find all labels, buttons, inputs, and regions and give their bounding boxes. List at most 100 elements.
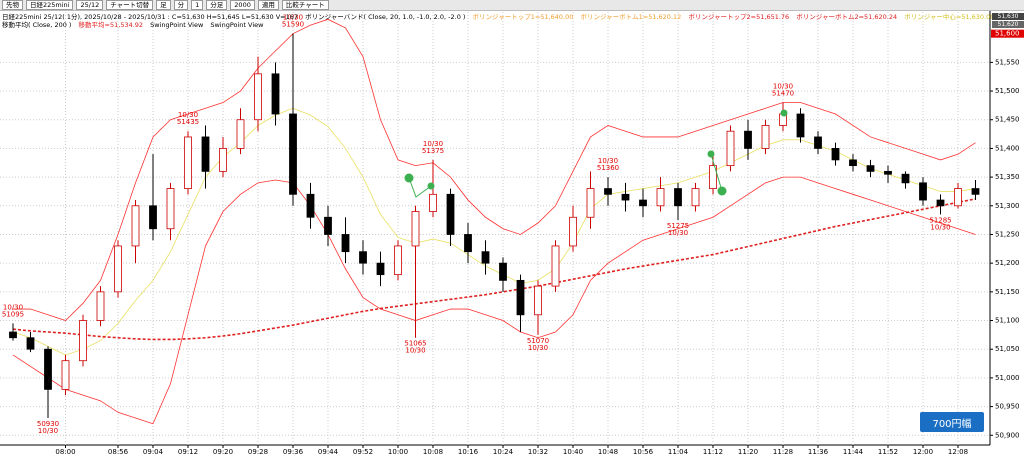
candle-body: [866, 165, 875, 172]
x-tick-label: 08:00: [55, 448, 75, 456]
x-tick-label: 12:00: [913, 448, 933, 456]
toolbar-item[interactable]: 足: [156, 0, 171, 10]
info-text: ボリンジャー中心=51,630.00: [904, 13, 995, 21]
candle-body: [236, 119, 245, 149]
swing-label: 10/30: [178, 111, 198, 119]
candle-body: [586, 188, 595, 218]
y-tick-label: 51,350: [995, 173, 1020, 181]
candle-body: [394, 245, 402, 276]
candle-body: [901, 173, 910, 184]
swing-link: [408, 177, 432, 198]
candle-body: [709, 165, 717, 189]
candle-body: [831, 148, 840, 161]
swing-label: 10/30: [38, 427, 58, 435]
info-text: 移動平均=51,534.92: [78, 21, 144, 29]
swing-label: 10/30: [528, 344, 548, 352]
toolbar-item[interactable]: チャート切替: [106, 0, 154, 10]
candle-body: [954, 188, 962, 207]
candle-body: [516, 279, 525, 316]
candle-body: [744, 130, 752, 149]
candle-body: [691, 188, 700, 207]
candle-body: [201, 136, 210, 172]
candle-body: [761, 125, 770, 149]
y-tick-label: 51,100: [995, 317, 1020, 325]
swing-label: 51070: [527, 337, 549, 345]
candle-body: [184, 136, 192, 189]
candle-body: [551, 245, 560, 287]
info-text: ボリンジャートップ2=51,651.76: [688, 13, 790, 21]
y-tick-label: 51,400: [995, 144, 1020, 152]
toolbar-item[interactable]: 分足: [206, 0, 228, 10]
candle-body: [79, 320, 87, 362]
range-button[interactable]: 700円幅: [920, 412, 984, 432]
toolbar-item[interactable]: 25/12: [76, 0, 104, 10]
candle-body: [481, 251, 490, 264]
y-tick-label: 51,050: [995, 345, 1020, 353]
toolbar-item[interactable]: 1: [191, 0, 204, 10]
x-tick-label: 09:36: [283, 448, 304, 456]
candle-body: [464, 234, 472, 253]
candle-body: [254, 73, 262, 121]
swing-label: 10/30: [423, 140, 443, 148]
toolbar-item[interactable]: 先物: [2, 0, 23, 10]
swing-label: 51590: [282, 21, 304, 29]
swing-label: 10/30: [773, 83, 793, 91]
candle-body: [726, 130, 735, 167]
x-tick-label: 11:44: [843, 448, 864, 456]
info-line-2: 移動平均( Close, 200 ) 移動平均=51,534.92 SwingP…: [2, 21, 268, 29]
price-box: 51,620: [992, 21, 1024, 28]
toolbar-item[interactable]: 適用: [257, 0, 279, 10]
toolbar-item[interactable]: 比較チャート: [281, 0, 329, 10]
candle-body: [971, 188, 980, 195]
candle-body: [446, 193, 455, 235]
swing-label: 51470: [772, 90, 794, 98]
plot-area: [0, 0, 990, 445]
swing-label: 10/30: [598, 157, 618, 165]
toolbar: 先物 日経225mini 25/12 チャート切替足分 1 分足 2000 適用 比較チャート: [0, 0, 1024, 11]
last-price-label: 51,600: [995, 30, 1020, 38]
swing-label: 51360: [597, 164, 619, 172]
swing-label: 51375: [422, 147, 444, 155]
candle-body: [61, 360, 70, 390]
candle-body: [149, 205, 157, 230]
info-text: SwingPoint View: [150, 21, 204, 29]
candle-body: [796, 113, 805, 138]
candle-body: [919, 182, 927, 201]
x-tick-label: 10:24: [493, 448, 514, 456]
candle-body: [569, 216, 577, 247]
toolbar-item[interactable]: 分: [173, 0, 189, 10]
candle-body: [376, 262, 385, 276]
indicator-line: [12, 198, 976, 341]
candle-body: [96, 291, 105, 321]
x-tick-label: 10:16: [458, 448, 479, 456]
x-tick-label: 10:56: [633, 448, 654, 456]
y-tick-label: 50,900: [995, 431, 1020, 439]
y-tick-label: 50,950: [995, 403, 1020, 411]
x-tick-label: 09:20: [213, 448, 233, 456]
candle-body: [219, 148, 227, 172]
y-tick-label: 51,250: [995, 230, 1020, 238]
y-tick-label: 51,550: [995, 58, 1020, 66]
toolbar-item[interactable]: 日経225mini: [26, 0, 74, 10]
x-tick-label: 11:04: [668, 448, 689, 456]
candle-body: [884, 170, 892, 175]
info-text: SwingPoint View: [210, 21, 264, 29]
swing-label: 10/30: [283, 14, 303, 22]
info-text: ボリンジャーバンド( Close, 20, 1.0, -1.0, 2.0, -2…: [305, 13, 466, 21]
x-tick-label: 11:52: [878, 448, 898, 456]
candle-body: [114, 245, 122, 293]
candle-body: [131, 205, 140, 247]
candle-body: [814, 136, 822, 149]
toolbar-item[interactable]: 2000: [230, 0, 255, 10]
x-tick-label: 11:20: [738, 448, 758, 456]
candle-body: [341, 234, 350, 253]
candle-body: [849, 159, 857, 167]
candle-body: [429, 193, 437, 212]
candle-body: [271, 73, 280, 115]
swing-label: 51285: [929, 216, 951, 224]
swing-label: 10/30: [668, 229, 688, 237]
x-tick-label: 10:40: [563, 448, 583, 456]
y-tick-label: 51,500: [995, 87, 1020, 95]
x-tick-label: 10:00: [388, 448, 408, 456]
